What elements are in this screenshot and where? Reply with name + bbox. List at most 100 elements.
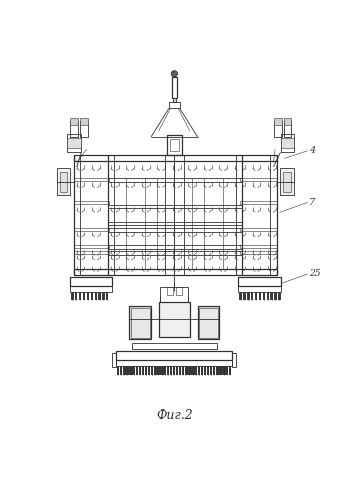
Bar: [167, 135, 182, 155]
Bar: [173, 366, 175, 375]
Bar: [71, 118, 78, 125]
Bar: [160, 366, 163, 375]
Bar: [283, 172, 291, 192]
Bar: [199, 308, 218, 338]
Circle shape: [171, 71, 178, 77]
Bar: [255, 292, 257, 300]
Bar: [179, 366, 181, 375]
Bar: [130, 366, 132, 375]
Bar: [108, 228, 242, 232]
Bar: [281, 138, 294, 148]
Bar: [80, 121, 88, 137]
Bar: [188, 366, 191, 375]
Bar: [102, 292, 104, 300]
Bar: [71, 121, 78, 137]
Bar: [73, 251, 109, 254]
Bar: [278, 292, 281, 300]
Bar: [240, 251, 277, 254]
Bar: [251, 292, 253, 300]
Bar: [176, 287, 182, 295]
Bar: [60, 172, 67, 192]
Bar: [112, 353, 116, 367]
Bar: [167, 366, 169, 375]
Bar: [229, 366, 231, 375]
Bar: [108, 205, 242, 209]
Bar: [207, 366, 209, 375]
Bar: [274, 118, 282, 125]
Bar: [98, 292, 101, 300]
Bar: [283, 121, 291, 137]
Bar: [243, 292, 246, 300]
Bar: [210, 366, 212, 375]
Bar: [73, 178, 109, 181]
Bar: [70, 277, 112, 286]
Bar: [136, 366, 138, 375]
Bar: [117, 366, 119, 375]
Bar: [73, 201, 109, 204]
Bar: [132, 343, 217, 349]
Bar: [239, 292, 242, 300]
Bar: [75, 292, 77, 300]
Bar: [201, 366, 203, 375]
Bar: [185, 366, 187, 375]
Bar: [87, 292, 89, 300]
Bar: [80, 118, 88, 125]
Bar: [280, 169, 294, 196]
Bar: [219, 366, 222, 375]
Bar: [176, 366, 178, 375]
Bar: [108, 251, 242, 254]
Bar: [157, 366, 160, 375]
Bar: [247, 292, 250, 300]
Bar: [73, 269, 277, 275]
Bar: [274, 292, 277, 300]
Bar: [116, 360, 232, 366]
Bar: [169, 102, 180, 108]
Bar: [240, 178, 277, 181]
Bar: [240, 201, 277, 204]
Bar: [274, 121, 282, 137]
Bar: [259, 292, 261, 300]
Bar: [131, 308, 150, 338]
Bar: [139, 366, 141, 375]
Bar: [198, 306, 219, 339]
Bar: [151, 366, 154, 375]
Bar: [198, 366, 200, 375]
Text: 25: 25: [309, 269, 321, 278]
Bar: [70, 286, 112, 292]
Bar: [108, 222, 242, 226]
Bar: [170, 139, 179, 151]
Bar: [182, 366, 184, 375]
Bar: [132, 366, 135, 375]
Bar: [167, 287, 173, 295]
Bar: [91, 292, 93, 300]
Bar: [120, 366, 122, 375]
Bar: [154, 366, 156, 375]
Bar: [73, 155, 277, 161]
Bar: [283, 118, 291, 125]
Bar: [238, 286, 281, 292]
Text: 4: 4: [309, 146, 316, 155]
Bar: [148, 366, 150, 375]
Bar: [106, 292, 108, 300]
Bar: [163, 366, 166, 375]
Bar: [142, 366, 144, 375]
Bar: [172, 77, 177, 98]
Bar: [73, 228, 109, 231]
Bar: [130, 306, 151, 339]
Text: Фиг.2: Фиг.2: [156, 409, 193, 422]
Bar: [67, 138, 81, 148]
Bar: [108, 178, 242, 182]
Bar: [232, 353, 236, 367]
Bar: [160, 287, 188, 302]
Bar: [170, 366, 172, 375]
Bar: [240, 245, 277, 248]
Bar: [56, 169, 71, 196]
Bar: [116, 351, 232, 360]
Text: 7: 7: [309, 198, 316, 207]
Bar: [159, 302, 190, 337]
Bar: [213, 366, 215, 375]
Bar: [263, 292, 265, 300]
Bar: [73, 245, 109, 248]
Bar: [145, 366, 147, 375]
Bar: [67, 134, 81, 152]
